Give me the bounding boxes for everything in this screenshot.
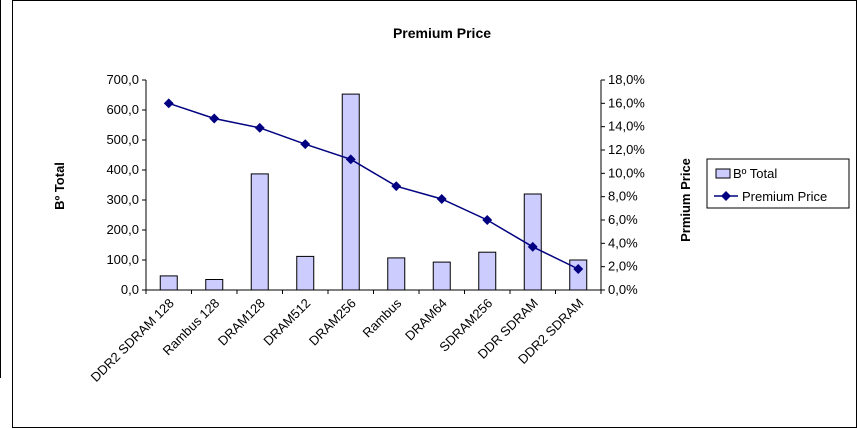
y2-tick-label: 18,0% xyxy=(608,72,645,87)
y-tick-label: 300,0 xyxy=(106,192,139,207)
y-tick-label: 600,0 xyxy=(106,102,139,117)
legend-box xyxy=(706,158,850,209)
bar xyxy=(387,257,406,291)
legend-bar-label: Bº Total xyxy=(733,166,777,181)
y-tick-label: 0,0 xyxy=(121,282,139,297)
y2-tick-label: 4,0% xyxy=(608,235,638,250)
bar xyxy=(432,261,451,291)
legend-line-label: Premium Price xyxy=(742,189,827,204)
y2-tick-label: 10,0% xyxy=(608,165,645,180)
line-marker xyxy=(345,154,356,165)
legend-bar-swatch xyxy=(715,168,731,179)
x-tick-label: DRAM256 xyxy=(306,296,359,349)
line-marker xyxy=(300,139,311,150)
y2-tick-label: 6,0% xyxy=(608,212,638,227)
line-marker xyxy=(163,98,174,109)
bar xyxy=(341,93,360,291)
bar xyxy=(159,275,178,291)
line-marker xyxy=(254,122,265,133)
plot-area: 0,0 100,0 200,0 300,0 400,0 500,0 600,0 700,0 0,… xyxy=(88,72,646,385)
bar xyxy=(205,279,224,291)
bar xyxy=(296,255,315,291)
y-tick-label: 400,0 xyxy=(106,162,139,177)
y2-tick-label: 14,0% xyxy=(608,119,645,134)
bar xyxy=(250,173,269,291)
y-tick-label: 500,0 xyxy=(106,132,139,147)
y2-tick-label: 8,0% xyxy=(608,189,638,204)
y-tick-label: 700,0 xyxy=(106,72,139,87)
line-marker xyxy=(391,181,402,192)
x-tick-label: DDR2 SDRAM 128 xyxy=(88,296,177,385)
line-marker xyxy=(482,215,493,225)
line-marker xyxy=(436,194,447,204)
y2-axis-label: Prmium Price xyxy=(678,158,693,242)
y-axis-label: Bº Total xyxy=(52,162,67,210)
line-marker xyxy=(209,113,220,124)
chart-area xyxy=(12,0,857,428)
legend: Bº Total Premium Price xyxy=(706,158,850,209)
x-tick-label: DRAM512 xyxy=(260,296,313,349)
y-tick-label: 200,0 xyxy=(106,222,139,237)
bar xyxy=(478,251,497,291)
line-marker xyxy=(527,241,538,252)
x-tick-label: DRAM128 xyxy=(215,296,268,349)
legend-line-marker xyxy=(721,191,731,201)
y2-tick-label: 2,0% xyxy=(608,259,638,274)
y2-tick-label: 0,0% xyxy=(608,282,638,297)
y-tick-label: 100,0 xyxy=(106,252,139,267)
x-tick-label: Rambus xyxy=(360,295,405,340)
outer-frame-edge xyxy=(0,0,1,378)
premium-price-line xyxy=(168,102,579,270)
y2-tick-label: 16,0% xyxy=(608,95,645,110)
chart-title: Premium Price xyxy=(393,25,491,41)
y2-tick-label: 12,0% xyxy=(608,142,645,157)
line-marker xyxy=(573,264,584,274)
